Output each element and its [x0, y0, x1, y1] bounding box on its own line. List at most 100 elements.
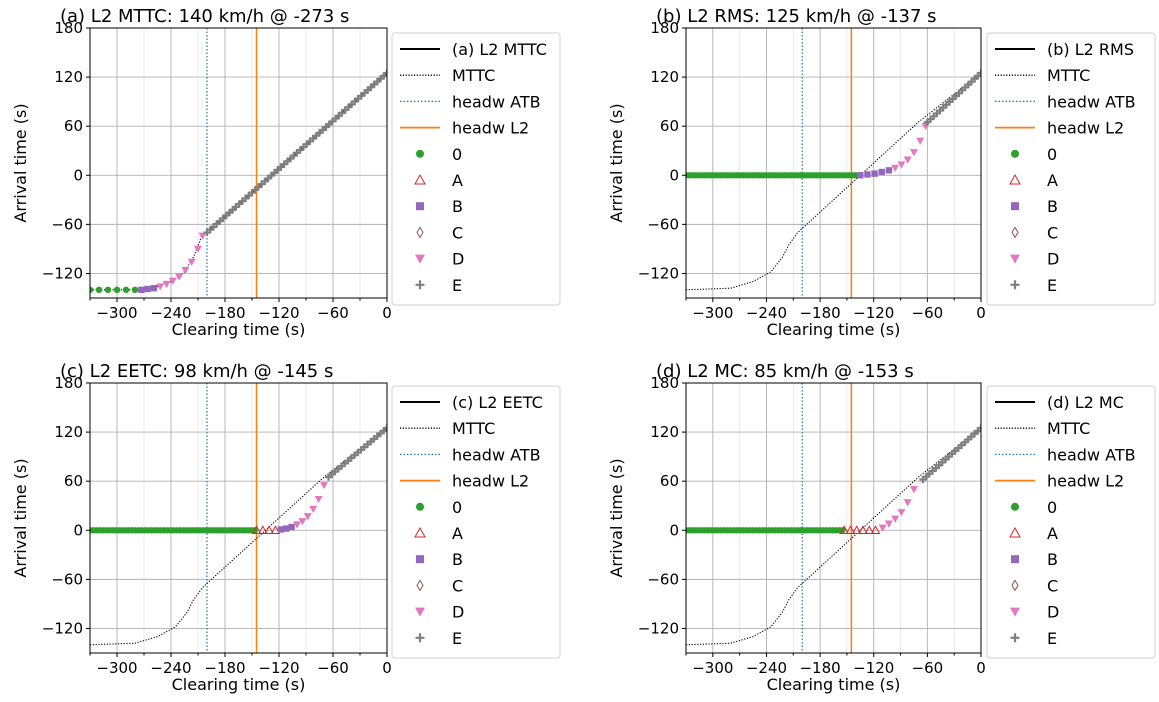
x-tick-label: −120 — [853, 659, 894, 677]
legend-label: B — [452, 197, 463, 216]
legend-label: 0 — [452, 145, 462, 164]
y-tick-label: 60 — [660, 472, 679, 490]
series-D — [156, 232, 207, 291]
x-tick-label: −180 — [204, 304, 245, 322]
legend-marker — [416, 579, 424, 592]
data-point — [314, 495, 323, 504]
x-tick-label: −240 — [150, 659, 191, 677]
x-tick-label: −60 — [912, 304, 944, 322]
series-A — [251, 525, 281, 534]
series-E — [203, 69, 387, 237]
data-point — [298, 518, 307, 526]
x-tick-label: −120 — [258, 304, 299, 322]
data-point — [864, 525, 875, 534]
legend-label: (d) L2 MC — [1047, 393, 1124, 412]
x-tick-label: −180 — [799, 304, 840, 322]
y-tick-label: 120 — [650, 423, 679, 441]
legend-box — [391, 385, 561, 659]
data-point — [891, 515, 900, 523]
data-point — [122, 286, 130, 294]
legend-label: MTTC — [1047, 419, 1090, 438]
gridlines — [686, 27, 982, 298]
gridlines — [90, 27, 388, 298]
legend-label: A — [452, 524, 463, 543]
x-axis-label: Clearing time (s) — [767, 320, 901, 339]
data-point — [270, 525, 281, 534]
legend-marker — [1010, 633, 1020, 643]
legend-label: E — [1047, 629, 1057, 648]
axes-frame — [685, 27, 982, 299]
legend-label: D — [1047, 250, 1059, 269]
legend-label: B — [1047, 550, 1058, 569]
plot-area — [90, 28, 387, 298]
data-point — [309, 505, 318, 513]
data-point — [897, 161, 906, 169]
data-point — [175, 273, 184, 281]
data-point — [288, 523, 295, 531]
data-point — [181, 266, 190, 275]
data-point — [878, 168, 885, 176]
y-tick-label: 0 — [669, 521, 679, 539]
data-point — [383, 69, 387, 77]
legend-marker — [1009, 526, 1021, 538]
legend-marker — [1011, 149, 1019, 158]
axes-frame — [89, 382, 388, 654]
data-point — [283, 525, 290, 532]
x-tick-label: −300 — [692, 659, 733, 677]
legend-label: MTTC — [452, 419, 495, 438]
y-tick-label: 60 — [660, 117, 679, 135]
panel-c: −300 −240 −180 −120 −60 0−120−60060120180(c) … — [11, 361, 561, 694]
legend-label: (c) L2 EETC — [452, 393, 543, 412]
series-E — [923, 69, 981, 126]
legend-marker — [415, 280, 425, 290]
panel-d: −300 −240 −180 −120 −60 0−120−60060120180(d) … — [607, 361, 1156, 694]
data-point — [194, 245, 202, 253]
data-point — [113, 286, 121, 294]
legend-label: headw L2 — [1047, 119, 1124, 138]
axes-frame — [685, 382, 982, 654]
legend-label: 0 — [452, 498, 462, 517]
data-point — [257, 525, 268, 534]
legend-label: MTTC — [452, 66, 495, 85]
data-point — [903, 499, 912, 507]
legend-marker — [416, 226, 424, 239]
y-axis-label: Arrival time (s) — [607, 458, 626, 577]
x-axis-label: Clearing time (s) — [767, 675, 901, 694]
legend-label: B — [1047, 197, 1058, 216]
panel-title: (b) L2 RMS: 125 km/h @ -137 s — [656, 6, 937, 27]
legend-label: headw ATB — [1047, 92, 1136, 111]
legend-label: E — [1047, 276, 1057, 295]
legend-label: C — [1047, 576, 1058, 595]
data-point — [104, 286, 112, 294]
legend-label: headw L2 — [452, 119, 529, 138]
x-tick-label: −180 — [799, 659, 840, 677]
data-point — [198, 232, 207, 240]
data-point — [864, 171, 871, 178]
series-E — [919, 424, 981, 484]
x-axis-label: Clearing time (s) — [172, 675, 306, 694]
series-0 — [90, 527, 258, 534]
data-point — [977, 69, 981, 77]
x-tick-label: −240 — [150, 304, 191, 322]
y-tick-label: 60 — [64, 472, 83, 490]
x-axis-label: Clearing time (s) — [172, 320, 306, 339]
data-point — [870, 525, 881, 534]
series-D — [878, 486, 918, 532]
mttc-curve — [686, 72, 981, 291]
legend-label: A — [1047, 171, 1058, 190]
legend-label: E — [452, 629, 462, 648]
y-axis-label: Arrival time (s) — [11, 458, 30, 577]
mttc-curve — [90, 72, 387, 291]
legend-marker — [414, 526, 426, 538]
legend-label: 0 — [1047, 145, 1057, 164]
x-tick-label: 0 — [382, 304, 392, 322]
x-tick-label: −60 — [317, 659, 349, 677]
y-tick-label: −120 — [638, 264, 679, 282]
legend-label: E — [452, 276, 462, 295]
y-tick-label: 180 — [650, 19, 679, 37]
data-point — [162, 280, 171, 289]
